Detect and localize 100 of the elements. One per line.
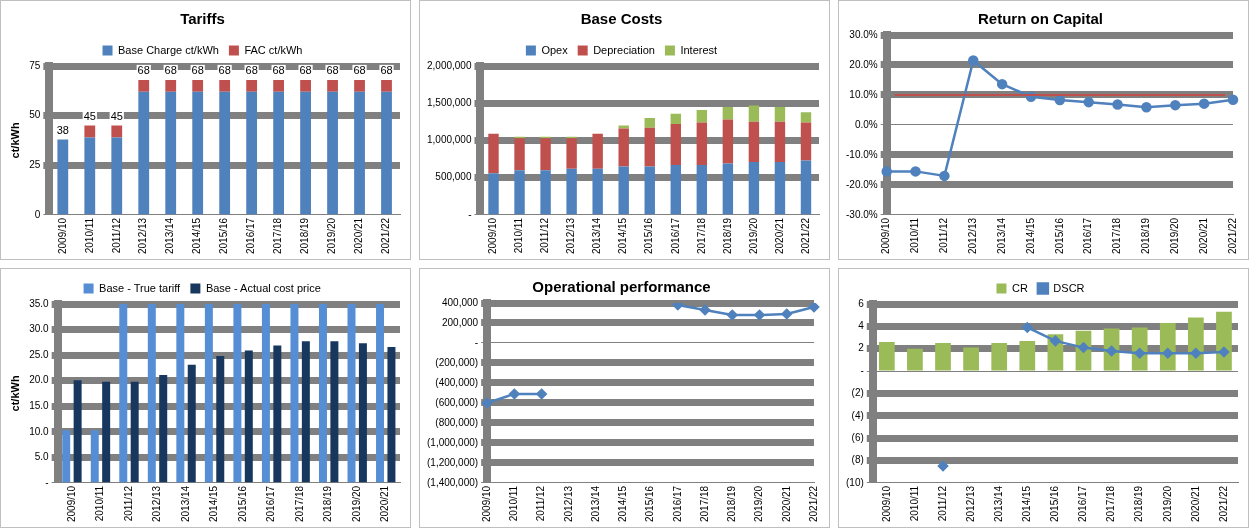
bar bbox=[273, 79, 285, 92]
bar bbox=[138, 91, 150, 215]
bar bbox=[246, 91, 258, 215]
bar bbox=[358, 343, 367, 483]
x-tick-label: 2010/11 bbox=[909, 217, 921, 254]
x-tick-label: 2016/17 bbox=[671, 485, 683, 523]
total-label: 45 bbox=[110, 110, 123, 123]
x-tick-label: 2012/13 bbox=[967, 217, 979, 255]
y-tick-label: 6 bbox=[858, 297, 865, 309]
point bbox=[1227, 94, 1239, 105]
total-label: 68 bbox=[137, 64, 150, 77]
legend-label: Base - True tariff bbox=[99, 281, 182, 294]
chart-title: Base Costs bbox=[580, 10, 663, 28]
bar bbox=[73, 380, 82, 483]
total-label: 68 bbox=[191, 64, 204, 77]
x-tick-label: 2014/15 bbox=[617, 217, 629, 255]
y-tick-label: - bbox=[474, 336, 479, 348]
bar bbox=[84, 137, 96, 215]
y-tick-label: (1,400,000) bbox=[426, 476, 479, 488]
point bbox=[481, 397, 493, 409]
y-tick-label: -30.0% bbox=[846, 208, 878, 220]
x-tick-label: 2017/18 bbox=[1111, 217, 1123, 255]
point bbox=[1170, 99, 1181, 111]
bar bbox=[327, 91, 338, 215]
point bbox=[1218, 346, 1230, 358]
total-label: 68 bbox=[326, 64, 339, 77]
x-tick-label: 2021/22 bbox=[799, 217, 811, 255]
point bbox=[808, 303, 820, 313]
total-label: 68 bbox=[245, 64, 258, 77]
x-tick-label: 2009/10 bbox=[487, 217, 499, 255]
y-tick-label: (4) bbox=[851, 409, 864, 421]
y-tick-label: 25 bbox=[29, 158, 41, 170]
y-tick-label: 10.0 bbox=[29, 425, 50, 437]
y-tick-label: (2) bbox=[851, 387, 864, 399]
x-tick-label: 2014/15 bbox=[208, 485, 220, 523]
bar bbox=[540, 170, 551, 215]
x-tick-label: 2015/16 bbox=[644, 485, 656, 523]
bar bbox=[84, 125, 96, 138]
bar bbox=[354, 79, 365, 92]
x-tick-label: 2018/19 bbox=[299, 217, 311, 255]
x-tick-label: 2019/20 bbox=[1161, 485, 1173, 523]
y-tick-label: 15.0 bbox=[29, 399, 50, 411]
x-tick-label: 2020/21 bbox=[780, 485, 792, 523]
x-tick-label: 2014/15 bbox=[617, 485, 629, 523]
y-tick-label: - bbox=[468, 208, 472, 220]
x-tick-label: 2010/11 bbox=[513, 217, 525, 254]
bar bbox=[488, 173, 499, 215]
x-tick-label: 2020/21 bbox=[1197, 217, 1209, 255]
total-label: 38 bbox=[56, 123, 69, 136]
point bbox=[910, 166, 921, 177]
bar bbox=[147, 304, 156, 483]
x-tick-label: 2013/14 bbox=[591, 217, 603, 255]
y-tick-label: (10) bbox=[845, 476, 864, 488]
point bbox=[1141, 101, 1152, 113]
y-tick-label: 20.0 bbox=[29, 374, 50, 386]
y-tick-label: (200,000) bbox=[435, 356, 479, 368]
bar bbox=[748, 162, 760, 215]
chart-title: Operational performance bbox=[532, 278, 711, 296]
x-tick-label: 2019/20 bbox=[1169, 217, 1181, 255]
x-tick-label: 2012/13 bbox=[565, 217, 577, 255]
bar bbox=[261, 304, 270, 483]
x-tick-label: 2019/20 bbox=[326, 217, 338, 255]
x-tick-label: 2013/14 bbox=[995, 217, 1007, 255]
x-tick-label: 2020/21 bbox=[1189, 485, 1201, 523]
x-tick-label: 2021/22 bbox=[1226, 217, 1238, 255]
y-tick-label: 30.0% bbox=[849, 28, 878, 40]
legend-label: DSCR bbox=[1053, 281, 1085, 294]
y-tick-label: 30.0 bbox=[29, 323, 50, 335]
bar bbox=[670, 113, 681, 125]
x-tick-label: 2009/10 bbox=[65, 485, 77, 523]
y-tick-label: - bbox=[860, 364, 864, 376]
y-tick-label: 200,000 bbox=[441, 316, 479, 328]
bar bbox=[592, 133, 603, 169]
x-tick-label: 2015/16 bbox=[1049, 485, 1061, 523]
x-tick-label: 2013/14 bbox=[992, 485, 1004, 523]
point bbox=[536, 388, 547, 400]
x-tick-label: 2013/14 bbox=[179, 485, 191, 523]
bar bbox=[57, 139, 69, 215]
bar bbox=[935, 343, 951, 371]
bar bbox=[618, 125, 629, 129]
x-tick-label: 2011/12 bbox=[110, 217, 122, 254]
y-tick-label: 0.0% bbox=[854, 118, 878, 130]
bar bbox=[748, 121, 760, 163]
x-tick-label: 2010/11 bbox=[508, 485, 520, 522]
bar bbox=[62, 430, 71, 483]
point bbox=[781, 308, 793, 320]
point bbox=[1190, 347, 1202, 359]
total-label: 68 bbox=[218, 64, 231, 77]
bar bbox=[165, 91, 177, 215]
x-tick-label: 2017/18 bbox=[293, 485, 305, 523]
point bbox=[939, 170, 950, 182]
chart-title: Return on Capital bbox=[977, 10, 1104, 28]
bar bbox=[90, 430, 99, 483]
point bbox=[1022, 322, 1033, 333]
x-tick-label: 2012/13 bbox=[964, 485, 976, 523]
x-tick-label: 2018/19 bbox=[721, 217, 733, 255]
x-tick-label: 2011/12 bbox=[539, 217, 551, 254]
point bbox=[754, 309, 765, 321]
x-tick-label: 2020/21 bbox=[353, 217, 365, 255]
bar bbox=[774, 121, 786, 163]
